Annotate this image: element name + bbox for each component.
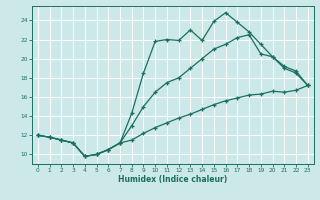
X-axis label: Humidex (Indice chaleur): Humidex (Indice chaleur) [118, 175, 228, 184]
